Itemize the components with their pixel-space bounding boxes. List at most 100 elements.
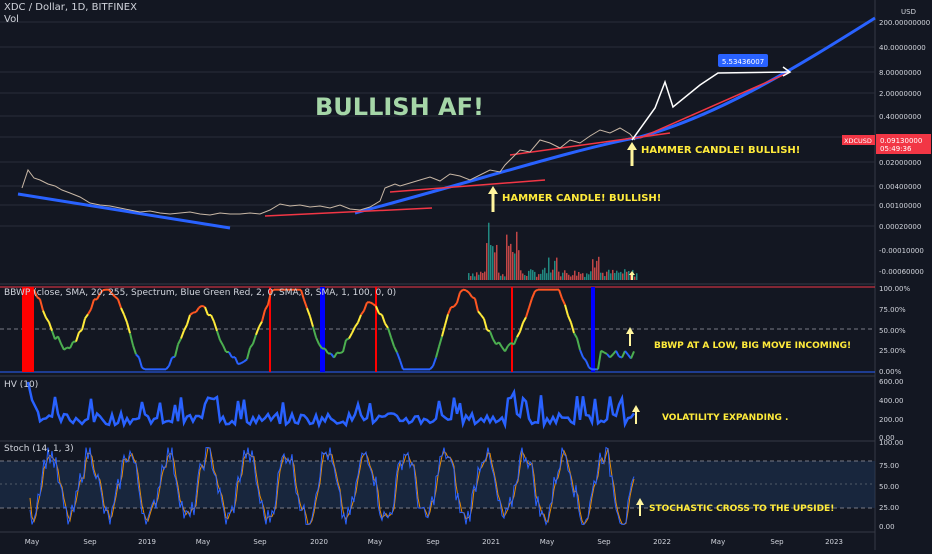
volume-bar bbox=[588, 274, 590, 280]
volume-bar bbox=[626, 272, 628, 280]
price-axis-tick: 0.00400000 bbox=[879, 183, 921, 191]
volume-bar bbox=[524, 275, 526, 280]
price-tag-symbol: XDCUSD bbox=[844, 137, 872, 145]
volume-bar bbox=[544, 268, 546, 280]
volume-bar bbox=[532, 270, 534, 280]
bbwp-segment bbox=[472, 297, 475, 298]
stoch-axis-tick: 50.00 bbox=[879, 483, 899, 491]
bbwp-segment bbox=[487, 330, 490, 331]
time-axis-tick: Sep bbox=[770, 538, 784, 546]
bbwp-segment bbox=[451, 307, 454, 308]
time-axis-tick: May bbox=[540, 538, 554, 546]
volume-bar bbox=[482, 273, 484, 280]
bbwp-max-bar bbox=[511, 287, 513, 372]
volume-bar bbox=[504, 276, 506, 280]
price-axis-tick: -0.00060000 bbox=[879, 268, 924, 276]
bbwp-annotation: BBWP AT A LOW, BIG MOVE INCOMING! bbox=[654, 341, 851, 351]
volume-bar bbox=[574, 271, 576, 280]
volume-bar bbox=[478, 275, 480, 280]
time-axis-tick: 2022 bbox=[653, 538, 671, 546]
bbwp-segment bbox=[379, 314, 382, 315]
price-axis-tick: 2.00000000 bbox=[879, 90, 921, 98]
volume-bar bbox=[522, 273, 524, 280]
volume-bar bbox=[534, 272, 536, 280]
bbwp-axis-tick: 25.00% bbox=[879, 347, 906, 355]
volume-bar bbox=[528, 271, 530, 280]
volume-bar bbox=[500, 276, 502, 280]
stoch-axis-tick: 100.00 bbox=[879, 439, 904, 447]
hv-annotation: VOLATILITY EXPANDING . bbox=[662, 413, 788, 423]
volume-bar bbox=[636, 273, 638, 280]
volume-bar bbox=[490, 245, 492, 280]
price-axis-tick: 40.00000000 bbox=[879, 44, 926, 52]
volume-bar bbox=[514, 254, 516, 280]
bbwp-segment bbox=[172, 357, 175, 358]
volume-bar bbox=[512, 252, 514, 280]
volume-bar bbox=[608, 270, 610, 280]
volume-bar bbox=[552, 270, 554, 280]
time-axis-tick: Sep bbox=[83, 538, 97, 546]
volume-bar bbox=[556, 258, 558, 280]
time-axis-tick: May bbox=[25, 538, 39, 546]
volume-bar bbox=[542, 270, 544, 280]
volume-bar bbox=[494, 252, 496, 280]
volume-bar bbox=[560, 276, 562, 280]
volume-bar bbox=[518, 250, 520, 280]
bbwp-title: BBWP (close, SMA, 20, 255, Spectrum, Blu… bbox=[4, 288, 396, 298]
volume-bar bbox=[572, 275, 574, 280]
bbwp-min-bar bbox=[320, 287, 325, 372]
volume-bar bbox=[468, 273, 470, 280]
hv-axis-tick: 600.00 bbox=[879, 378, 904, 386]
bbwp-axis-tick: 75.00% bbox=[879, 306, 906, 314]
projection-tag-label: 5.53436007 bbox=[722, 58, 764, 66]
bbwp-segment bbox=[202, 306, 205, 307]
volume-bar bbox=[596, 261, 598, 280]
volume-bar bbox=[566, 273, 568, 280]
volume-bar bbox=[600, 273, 602, 280]
time-axis-tick: 2019 bbox=[138, 538, 156, 546]
volume-bar bbox=[496, 245, 498, 280]
stoch-axis-tick: 25.00 bbox=[879, 504, 899, 512]
stoch-annotation: STOCHASTIC CROSS TO THE UPSIDE! bbox=[649, 504, 834, 514]
price-axis-tick: -0.00010000 bbox=[879, 247, 924, 255]
stoch-title: Stoch (14, 1, 3) bbox=[4, 444, 74, 454]
volume-bar bbox=[508, 246, 510, 280]
bbwp-segment bbox=[142, 368, 145, 370]
volume-bar bbox=[616, 271, 618, 280]
time-axis-tick: 2021 bbox=[482, 538, 500, 546]
bbwp-segment bbox=[346, 339, 349, 340]
volume-bar bbox=[620, 272, 622, 280]
volume-bar bbox=[558, 272, 560, 280]
time-axis-tick: Sep bbox=[426, 538, 440, 546]
volume-bar bbox=[582, 273, 584, 280]
price-axis-tick: 200.00000000 bbox=[879, 19, 930, 27]
symbol-title: XDC / Dollar, 1D, BITFINEX bbox=[4, 2, 137, 13]
volume-bar bbox=[506, 235, 508, 280]
volume-bar bbox=[536, 277, 538, 280]
volume-bar bbox=[538, 274, 540, 280]
price-axis-tick: 0.00020000 bbox=[879, 223, 921, 231]
volume-bar bbox=[598, 257, 600, 280]
volume-bar bbox=[584, 277, 586, 280]
time-axis-tick: Sep bbox=[597, 538, 611, 546]
hv-title: HV (10) bbox=[4, 380, 38, 390]
hammer-annotation-2021-late: HAMMER CANDLE! BULLISH! bbox=[641, 145, 800, 156]
volume-bar bbox=[474, 276, 476, 280]
volume-bar bbox=[540, 274, 542, 280]
bbwp-segment bbox=[193, 312, 196, 313]
volume-bar bbox=[594, 268, 596, 280]
volume-bar bbox=[580, 274, 582, 280]
volume-bar bbox=[502, 274, 504, 280]
bullish-af-annotation: BULLISH AF! bbox=[315, 93, 484, 121]
time-axis-tick: 2023 bbox=[825, 538, 843, 546]
currency-label: USD bbox=[901, 8, 916, 16]
volume-bar bbox=[486, 243, 488, 280]
hammer-annotation-2021: HAMMER CANDLE! BULLISH! bbox=[502, 193, 661, 204]
volume-bar bbox=[576, 276, 578, 280]
volume-bar bbox=[628, 271, 630, 280]
price-axis-tick: 0.40000000 bbox=[879, 113, 921, 121]
volume-bar bbox=[590, 271, 592, 280]
volume-bar bbox=[592, 259, 594, 280]
